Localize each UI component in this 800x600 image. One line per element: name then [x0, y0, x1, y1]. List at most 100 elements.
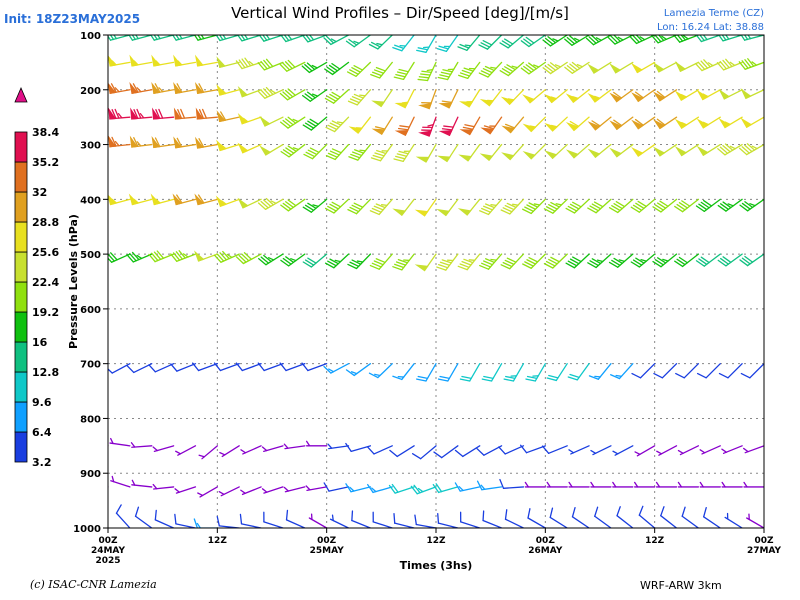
barb-feather	[416, 49, 427, 53]
wind-barb	[418, 116, 437, 137]
wind-barb	[108, 55, 131, 67]
barb-feather	[677, 449, 684, 454]
barb-feather	[260, 256, 270, 264]
barb-pennant	[652, 91, 666, 102]
wind-barb	[543, 253, 568, 269]
barb-feather	[337, 121, 344, 124]
barb-feather	[417, 47, 429, 51]
barb-feather	[326, 95, 337, 102]
y-tick-label: 700	[80, 360, 101, 371]
barb-pennant	[418, 130, 432, 137]
barb-feather	[662, 258, 669, 262]
barb-feather	[482, 40, 493, 46]
barb-feather	[263, 59, 271, 69]
barb-feather	[279, 362, 287, 372]
barb-feather	[97, 114, 100, 118]
wind-barb	[479, 198, 503, 216]
barb-feather	[349, 69, 359, 75]
barb-feather	[393, 76, 405, 80]
wind-barb	[565, 116, 590, 132]
barb-feather	[393, 513, 396, 524]
barb-feather	[661, 35, 668, 40]
barb-feather	[607, 36, 616, 45]
barb-feather	[90, 61, 94, 65]
barb-feather	[306, 440, 311, 447]
barb-feather	[700, 60, 709, 69]
barb-feather	[703, 59, 711, 68]
barb-feather	[244, 57, 252, 67]
barb-feather	[478, 72, 489, 78]
barb-feather	[351, 67, 361, 73]
barb-feather	[368, 43, 379, 50]
barb-pennant	[458, 154, 473, 162]
wind-barb	[394, 116, 415, 137]
barb-feather	[543, 262, 554, 269]
barb-feather	[744, 255, 754, 263]
barb-feather	[615, 201, 626, 208]
barb-feather	[265, 58, 274, 68]
wind-barb	[631, 363, 656, 379]
barb-feather	[305, 35, 312, 42]
barb-pennant	[480, 127, 495, 135]
barb-feather	[370, 41, 381, 48]
barb-feather	[219, 451, 226, 456]
barb-feather	[110, 83, 117, 93]
wind-barb	[213, 250, 240, 263]
barb-feather	[482, 510, 485, 522]
barb-pennant	[216, 110, 226, 123]
barb-feather	[656, 118, 666, 126]
barb-shaft	[525, 445, 546, 454]
barb-feather	[751, 145, 758, 150]
barb-feather	[568, 481, 573, 488]
wind-barb	[302, 116, 328, 131]
wind-barb	[652, 61, 678, 73]
wind-barb	[437, 363, 459, 382]
barb-feather	[260, 60, 268, 70]
wind-barb	[216, 110, 240, 123]
wind-barb	[325, 143, 350, 161]
wind-barb	[746, 513, 764, 528]
y-tick-label: 800	[80, 414, 101, 425]
barb-feather	[479, 210, 490, 216]
wind-barb	[306, 440, 328, 447]
barb-feather	[676, 35, 684, 42]
barb-feather	[353, 64, 364, 71]
barb-feather	[242, 117, 249, 123]
barb-feather	[481, 262, 492, 268]
barb-feather	[371, 487, 377, 493]
barb-shaft	[108, 116, 109, 118]
wind-barb	[129, 54, 153, 67]
barb-feather	[139, 112, 145, 119]
wind-barb	[653, 363, 678, 379]
colorbar-label: 16	[32, 336, 48, 349]
barb-feather	[548, 374, 559, 379]
wind-barb	[128, 193, 153, 206]
barb-feather	[93, 109, 97, 118]
barb-feather	[635, 202, 645, 209]
barb-feather	[345, 40, 355, 48]
wind-barb	[368, 35, 393, 50]
barb-feather	[327, 443, 333, 449]
barb-feather	[327, 124, 338, 131]
barb-feather	[285, 201, 294, 209]
barb-feather	[191, 362, 200, 372]
barb-feather	[481, 378, 493, 382]
wind-barb	[638, 505, 656, 528]
wind-barb	[108, 445, 109, 447]
wind-barb	[345, 363, 372, 377]
wind-barb	[115, 504, 131, 528]
barb-feather	[284, 61, 293, 70]
barb-feather	[177, 60, 183, 66]
barb-feather	[136, 254, 143, 260]
barb-shaft	[504, 518, 525, 528]
barb-feather	[546, 481, 551, 488]
barb-feather	[114, 140, 120, 147]
wind-barb	[568, 445, 590, 455]
barb-feather	[170, 253, 178, 262]
x-tick-label: 00Z	[317, 536, 337, 546]
barb-feather	[221, 200, 227, 205]
wind-barb	[216, 515, 240, 528]
barb-feather	[744, 144, 753, 153]
barb-feather	[304, 63, 313, 72]
wind-barb	[675, 363, 700, 379]
